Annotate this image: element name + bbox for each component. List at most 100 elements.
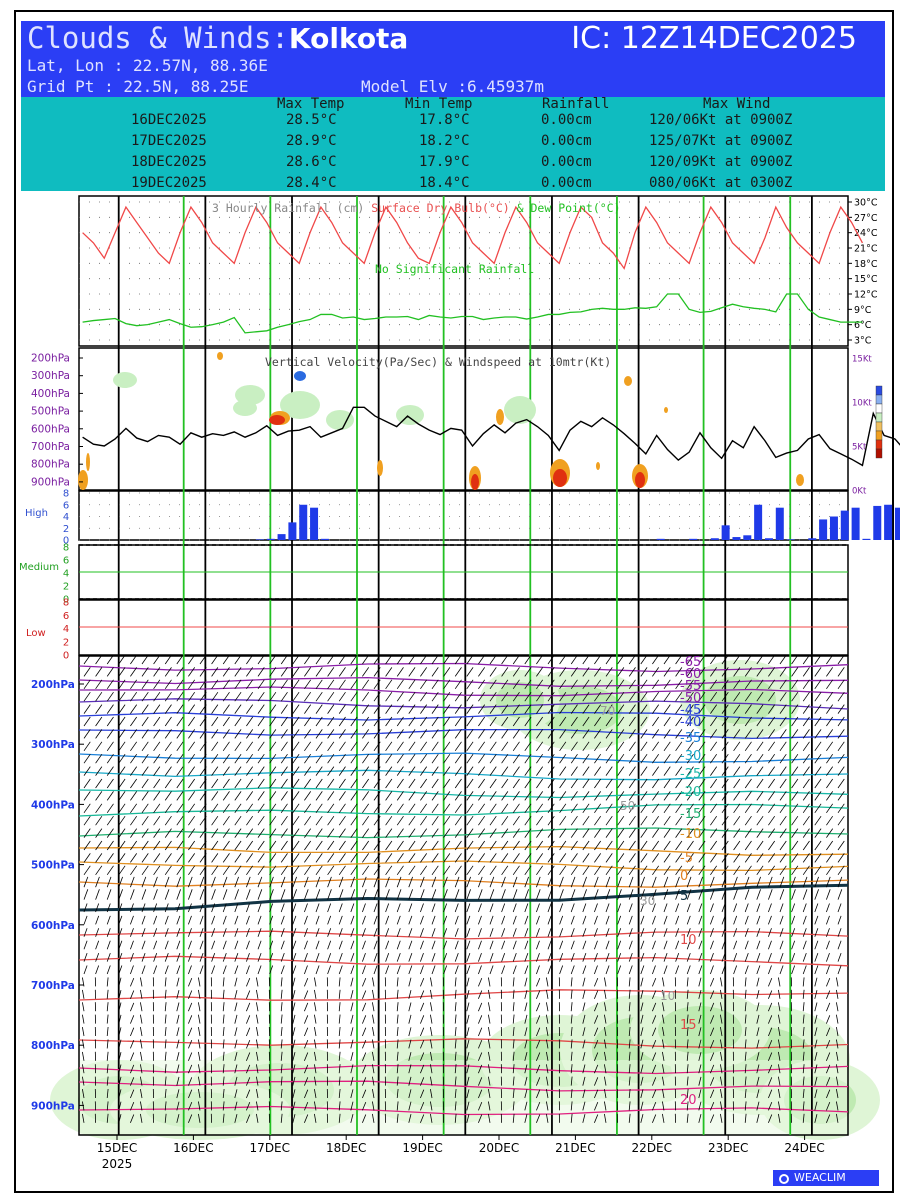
wind-barb — [362, 928, 366, 937]
wind-barb — [420, 753, 428, 764]
wind-barb — [420, 928, 424, 937]
wind-barb — [837, 940, 842, 950]
wind-barb — [234, 876, 239, 888]
wind-barb — [710, 853, 718, 863]
wind-barb — [686, 952, 691, 962]
wind-barb — [675, 815, 683, 826]
wind-barb — [652, 679, 660, 690]
wind-barb — [327, 729, 335, 739]
wind-barb — [721, 716, 729, 727]
wind-barb — [512, 1026, 515, 1037]
wind-barb — [141, 965, 146, 975]
wind-barb — [466, 716, 474, 727]
wind-barb — [582, 889, 587, 900]
wind-barb — [662, 1002, 665, 1012]
wind-barb — [546, 1113, 549, 1123]
isotherm-line — [78, 878, 849, 888]
wind-barb — [385, 691, 393, 702]
wind-barb — [524, 876, 529, 888]
wind-barb — [246, 1101, 251, 1111]
wind-barb — [628, 778, 636, 789]
wind-barb — [269, 803, 277, 814]
wind-barb — [350, 729, 358, 739]
wind-barb — [396, 1014, 399, 1024]
wind-barb — [95, 704, 103, 714]
wind-barb — [466, 654, 474, 665]
wind-barb — [327, 791, 335, 801]
date-tick-label: 19DEC — [402, 1141, 442, 1155]
wind-barb — [826, 716, 834, 727]
wind-barb — [431, 667, 439, 677]
wind-barb — [373, 940, 378, 950]
wind-barb — [269, 965, 274, 975]
summary-date-2: 18DEC2025 — [131, 154, 207, 170]
wind-barb — [791, 889, 796, 900]
wind-barb — [536, 778, 544, 789]
wind-barb — [686, 940, 691, 950]
wind-barb — [153, 679, 161, 690]
wind-barb — [524, 741, 532, 752]
wind-barb — [420, 729, 428, 739]
wind-barb — [256, 1039, 259, 1049]
wind-barb — [710, 667, 718, 677]
wind-barb — [280, 965, 285, 975]
wind-barb — [488, 1027, 491, 1037]
wind-barb — [106, 889, 112, 900]
wind-barb — [408, 1027, 412, 1037]
summary-date-1: 17DEC2025 — [131, 133, 207, 149]
wind-barb — [373, 815, 381, 826]
wind-barb — [652, 1039, 657, 1049]
high-cloud-bar — [840, 510, 849, 540]
wind-barb — [605, 791, 613, 801]
wind-barb — [222, 903, 227, 913]
drybulb-line — [82, 205, 864, 270]
wind-barb — [779, 815, 787, 826]
wind-barb — [314, 1089, 317, 1099]
wind-barb — [280, 1064, 283, 1074]
wind-barb — [721, 778, 729, 789]
wind-barb — [372, 1014, 375, 1024]
wind-barb — [837, 876, 843, 888]
wind-barb — [372, 1113, 375, 1123]
wind-barb — [292, 828, 300, 838]
wind-barb — [141, 691, 149, 702]
wind-barb — [779, 679, 787, 690]
wind-barb — [106, 853, 114, 863]
wind-barb — [292, 778, 300, 789]
wind-barb — [466, 741, 474, 752]
wind-barb — [420, 1015, 425, 1024]
wind-barb — [176, 952, 181, 962]
wind-barb — [153, 803, 161, 814]
wind-barb — [546, 989, 549, 999]
wind-barb — [430, 1064, 433, 1074]
wind-barb — [686, 977, 689, 987]
wind-barb — [164, 977, 167, 987]
wind-barb — [338, 865, 346, 876]
wind-barb — [802, 1051, 805, 1061]
wind-barb — [408, 965, 413, 975]
wind-barb — [698, 853, 706, 863]
wind-barb — [791, 903, 796, 913]
wind-barb — [362, 1039, 367, 1049]
wind-barb — [431, 876, 437, 888]
vv-pressure-label: 200hPa — [31, 353, 70, 365]
wind-barb — [443, 928, 448, 937]
wind-barb — [605, 889, 611, 900]
wind-barb — [95, 778, 103, 789]
isotherm-label: -20 — [680, 785, 701, 800]
wind-barb — [408, 840, 416, 851]
wind-barb — [628, 791, 636, 801]
wind-barb — [408, 977, 412, 987]
wind-barb — [234, 803, 242, 814]
wind-barb — [95, 679, 103, 690]
wind-barb — [246, 1027, 251, 1037]
wind-barb — [466, 840, 474, 851]
wind-barb — [652, 729, 660, 739]
wind-barb — [524, 791, 532, 801]
isotherm-line — [78, 1064, 849, 1075]
wind-barb — [431, 691, 439, 702]
wind-barb — [420, 778, 428, 789]
wind-barb — [478, 1039, 483, 1049]
wind-barb — [280, 876, 286, 888]
wind-barb — [698, 766, 706, 776]
